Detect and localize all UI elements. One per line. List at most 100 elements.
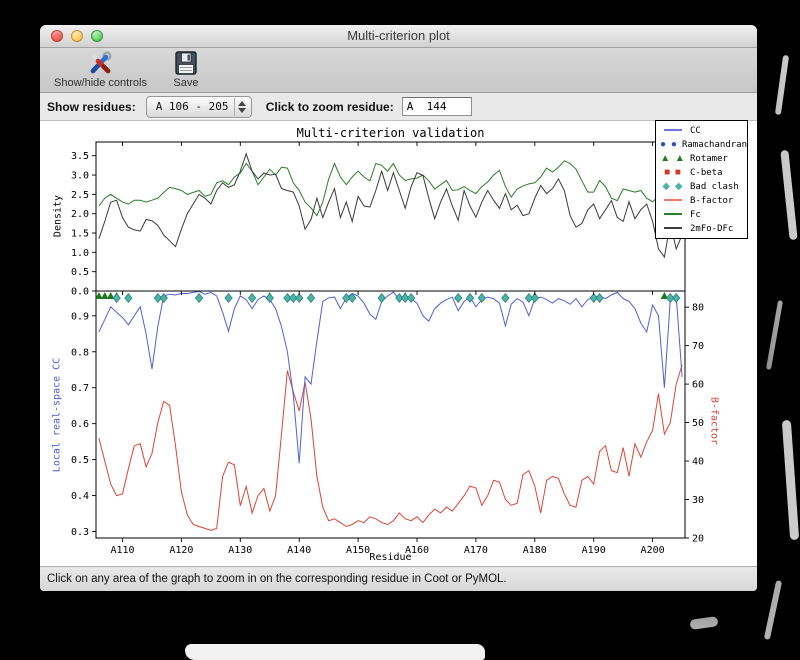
show-residues-label: Show residues:	[47, 99, 136, 114]
tick-label: 1.0	[71, 248, 89, 259]
tick-label: 0.8	[71, 347, 89, 358]
bad-clash-marker	[406, 292, 416, 304]
zoom-residue-input[interactable]	[401, 97, 472, 116]
tick-label: 2.5	[71, 190, 89, 201]
tick-label: 0.3	[71, 527, 89, 538]
bad-clash-marker	[454, 292, 463, 304]
save-button[interactable]: Save	[173, 50, 199, 90]
bad-clash-marker	[395, 292, 404, 304]
legend-entry: CC	[656, 124, 747, 138]
tick-label: 0.5	[71, 267, 89, 278]
window-title: Multi-criterion plot	[347, 28, 450, 43]
status-bar: Click on any area of the graph to zoom i…	[40, 566, 757, 591]
rotamer-outlier-marker	[101, 292, 109, 299]
tick-label: A130	[228, 545, 252, 556]
background-artifact	[185, 644, 485, 660]
tick-label: 80	[692, 303, 704, 314]
legend-label: Fc	[690, 210, 701, 220]
tick-label: A150	[346, 545, 370, 556]
background-artifact	[774, 54, 790, 116]
zoom-residue-label: Click to zoom residue:	[265, 99, 394, 114]
tick-label: 30	[692, 495, 704, 506]
show-residues-value: A 106 - 205	[155, 100, 229, 113]
show-hide-controls-button[interactable]: Show/hide controls	[54, 50, 147, 90]
controls-row: Show residues: A 106 - 205 Click to zoom…	[40, 93, 757, 121]
cc-line	[98, 290, 683, 464]
bad-clash-marker	[289, 292, 298, 304]
toolbar: Show/hide controls Save	[40, 48, 757, 93]
tools-icon	[90, 51, 112, 74]
tick-label: A180	[523, 545, 547, 556]
bad-clash-marker	[530, 292, 539, 304]
bad-clash-marker	[306, 292, 316, 304]
bad-clash-marker	[247, 292, 257, 304]
titlebar[interactable]: Multi-criterion plot	[40, 25, 757, 48]
bad-clash-marker	[159, 292, 168, 304]
ramachandran-marker-icon: ● ●	[660, 139, 678, 150]
b-factor-line	[98, 364, 683, 531]
legend-label: Bad clash	[690, 182, 739, 192]
bad-clash-marker	[401, 292, 410, 304]
chart-canvas[interactable]: A110 A120 A130 A140 A150 A160 A170 A180 A190 A200…	[40, 121, 757, 566]
floppy-icon	[175, 51, 197, 75]
tick-label: 3.0	[71, 171, 89, 182]
legend-entry: ● ● Ramachandran	[656, 138, 747, 152]
show-residues-select[interactable]: A 106 - 205	[145, 95, 252, 118]
tick-label: 60	[692, 380, 704, 391]
bad-clash-marker	[153, 292, 162, 304]
tick-label: A200	[641, 545, 665, 556]
legend-line-sample	[656, 126, 690, 136]
legend-label: 2mFo-DFc	[690, 224, 734, 234]
tool-label: Save	[173, 77, 199, 89]
tick-label: A140	[287, 545, 311, 556]
tick-label: 70	[692, 341, 704, 352]
bottom-panel-frame	[95, 290, 686, 539]
legend-entry: ■ ■ C-beta	[656, 166, 747, 180]
tick-label: 0.5	[71, 455, 89, 466]
background-artifact	[689, 616, 719, 630]
bad-clash-marker	[124, 292, 133, 304]
tick-label: 20	[692, 534, 704, 545]
legend-entry: B-factor	[656, 194, 747, 208]
tick-label: 2.0	[71, 209, 89, 220]
bad-clash-marker	[224, 292, 233, 304]
bad-clash-marker	[672, 292, 681, 304]
bad-clash-marker-icon: ◆ ◆	[662, 181, 684, 192]
tick-label: 1.5	[71, 229, 89, 240]
bad-clash-marker	[465, 292, 475, 304]
tick-label: 40	[692, 457, 704, 468]
zoom-button[interactable]	[91, 30, 103, 42]
bad-clash-marker	[194, 292, 204, 304]
bad-clash-marker	[377, 292, 386, 304]
cc-axis-label: Local real-space CC	[51, 357, 63, 473]
bad-clash-marker	[342, 292, 351, 304]
rotamer-outlier-marker	[660, 292, 669, 299]
bfactor-axis-label: B-factor	[708, 396, 720, 446]
tick-label: 50	[692, 418, 704, 429]
legend-line-sample	[656, 224, 690, 234]
bad-clash-marker	[265, 292, 274, 304]
tick-label: 0.0	[71, 287, 89, 298]
rotamer-outlier-marker	[95, 292, 103, 299]
chart-title: Multi-criterion validation	[296, 126, 485, 140]
bad-clash-marker	[112, 292, 121, 304]
minimize-button[interactable]	[71, 30, 83, 42]
legend-label: C-beta	[690, 168, 723, 178]
2mfo-dfc-line	[98, 152, 683, 259]
bad-clash-marker	[283, 292, 292, 304]
background-artifact	[780, 149, 798, 241]
tick-label: A110	[110, 545, 134, 556]
figure[interactable]: A110 A120 A130 A140 A150 A160 A170 A180 A190 A200…	[40, 120, 757, 566]
tick-label: 0.9	[71, 311, 89, 322]
bad-clash-marker	[295, 292, 304, 304]
legend-label: CC	[690, 126, 701, 136]
x-axis-label: Residue	[369, 552, 412, 563]
legend-entry: ▲ ▲ Rotamer	[656, 152, 747, 166]
legend-line-sample	[656, 210, 690, 220]
tick-label: 0.7	[71, 383, 89, 394]
close-button[interactable]	[51, 30, 63, 42]
legend-label: Ramachandran	[681, 140, 747, 150]
bad-clash-marker	[589, 292, 598, 304]
fc-line	[98, 160, 683, 217]
rotamer-marker-icon: ▲ ▲	[660, 153, 686, 164]
